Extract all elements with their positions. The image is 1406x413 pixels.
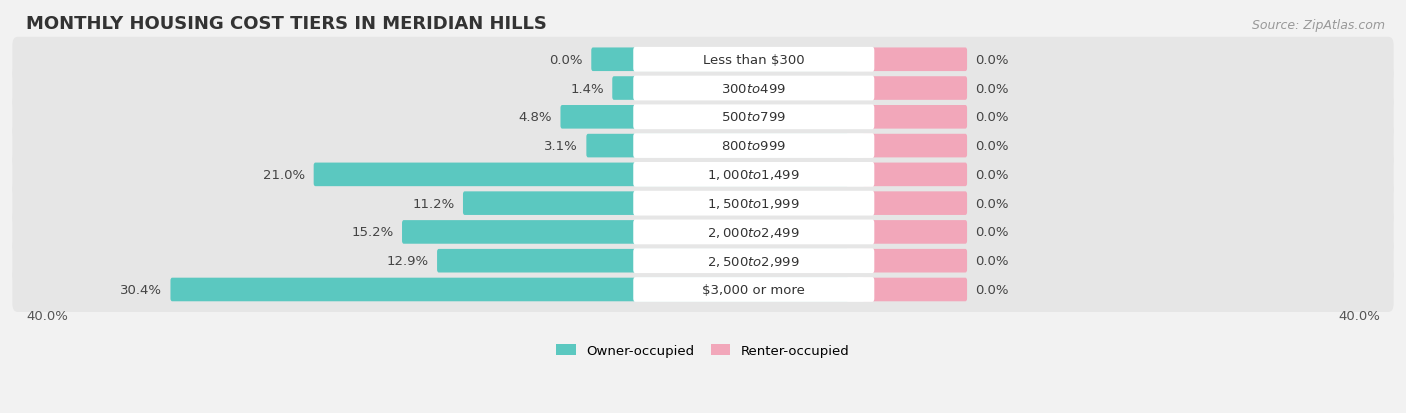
Text: 4.8%: 4.8% (519, 111, 553, 124)
Text: 40.0%: 40.0% (25, 309, 67, 322)
Text: Source: ZipAtlas.com: Source: ZipAtlas.com (1251, 19, 1385, 31)
FancyBboxPatch shape (633, 191, 875, 216)
FancyBboxPatch shape (170, 278, 849, 301)
Text: $1,000 to $1,499: $1,000 to $1,499 (707, 168, 800, 182)
FancyBboxPatch shape (437, 249, 849, 273)
Text: 12.9%: 12.9% (387, 254, 429, 268)
Text: 15.2%: 15.2% (352, 226, 394, 239)
Text: 0.0%: 0.0% (976, 111, 1010, 124)
FancyBboxPatch shape (13, 124, 1393, 169)
FancyBboxPatch shape (862, 163, 967, 187)
Text: $3,000 or more: $3,000 or more (703, 283, 806, 296)
FancyBboxPatch shape (633, 134, 875, 159)
FancyBboxPatch shape (13, 152, 1393, 197)
Text: 0.0%: 0.0% (976, 54, 1010, 66)
FancyBboxPatch shape (633, 278, 875, 302)
Text: 0.0%: 0.0% (976, 283, 1010, 296)
FancyBboxPatch shape (13, 66, 1393, 111)
FancyBboxPatch shape (633, 163, 875, 187)
Text: 3.1%: 3.1% (544, 140, 578, 153)
FancyBboxPatch shape (612, 77, 849, 101)
FancyBboxPatch shape (862, 278, 967, 301)
FancyBboxPatch shape (13, 38, 1393, 83)
Text: 40.0%: 40.0% (1339, 309, 1381, 322)
FancyBboxPatch shape (633, 249, 875, 273)
Text: 1.4%: 1.4% (571, 82, 603, 95)
FancyBboxPatch shape (862, 221, 967, 244)
Text: $300 to $499: $300 to $499 (721, 82, 786, 95)
FancyBboxPatch shape (862, 135, 967, 158)
Text: 0.0%: 0.0% (976, 169, 1010, 181)
FancyBboxPatch shape (13, 239, 1393, 283)
FancyBboxPatch shape (592, 48, 849, 72)
Text: 0.0%: 0.0% (976, 82, 1010, 95)
Text: 0.0%: 0.0% (976, 254, 1010, 268)
FancyBboxPatch shape (402, 221, 849, 244)
FancyBboxPatch shape (13, 181, 1393, 226)
Text: $1,500 to $1,999: $1,500 to $1,999 (707, 197, 800, 211)
FancyBboxPatch shape (862, 249, 967, 273)
Legend: Owner-occupied, Renter-occupied: Owner-occupied, Renter-occupied (551, 339, 855, 363)
Text: 21.0%: 21.0% (263, 169, 305, 181)
Text: 0.0%: 0.0% (550, 54, 583, 66)
Text: Less than $300: Less than $300 (703, 54, 804, 66)
Text: MONTHLY HOUSING COST TIERS IN MERIDIAN HILLS: MONTHLY HOUSING COST TIERS IN MERIDIAN H… (25, 15, 547, 33)
FancyBboxPatch shape (561, 106, 849, 129)
FancyBboxPatch shape (463, 192, 849, 216)
Text: $800 to $999: $800 to $999 (721, 140, 786, 153)
FancyBboxPatch shape (862, 106, 967, 129)
FancyBboxPatch shape (633, 48, 875, 72)
FancyBboxPatch shape (13, 210, 1393, 255)
FancyBboxPatch shape (633, 220, 875, 245)
Text: 11.2%: 11.2% (412, 197, 454, 210)
Text: $500 to $799: $500 to $799 (721, 111, 786, 124)
FancyBboxPatch shape (314, 163, 849, 187)
Text: $2,000 to $2,499: $2,000 to $2,499 (707, 225, 800, 240)
Text: 30.4%: 30.4% (120, 283, 162, 296)
Text: 0.0%: 0.0% (976, 226, 1010, 239)
FancyBboxPatch shape (633, 105, 875, 130)
FancyBboxPatch shape (862, 192, 967, 216)
FancyBboxPatch shape (13, 267, 1393, 312)
Text: 0.0%: 0.0% (976, 140, 1010, 153)
FancyBboxPatch shape (586, 135, 849, 158)
Text: $2,500 to $2,999: $2,500 to $2,999 (707, 254, 800, 268)
FancyBboxPatch shape (862, 77, 967, 101)
FancyBboxPatch shape (633, 76, 875, 101)
Text: 0.0%: 0.0% (976, 197, 1010, 210)
FancyBboxPatch shape (13, 95, 1393, 140)
FancyBboxPatch shape (862, 48, 967, 72)
